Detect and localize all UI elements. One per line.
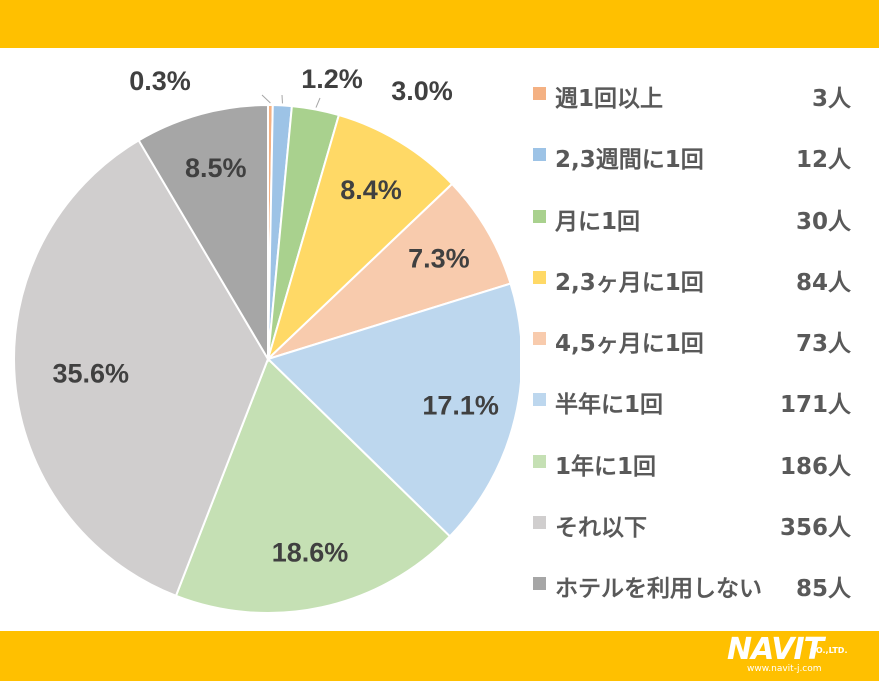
slice-percent-label: 7.3% — [408, 244, 470, 274]
legend-count: 356人 — [779, 515, 851, 542]
navit-logo: NAVIT CO.,LTD. www.navit-j.com — [727, 632, 872, 678]
legend-swatch — [533, 209, 546, 223]
legend-count: 12人 — [795, 147, 851, 174]
legend-item-4-5-months: 4,5ヶ月に1回 73人 — [533, 312, 863, 373]
bottom-banner — [0, 631, 879, 681]
leader-line — [315, 97, 321, 108]
pie-slice — [174, 357, 452, 614]
logo-url: www.navit-j.com — [747, 664, 822, 674]
slice-percent-label: 8.5% — [185, 153, 247, 183]
legend-swatch — [533, 454, 546, 468]
pie-slice — [137, 103, 269, 363]
legend-label: 半年に1回 — [555, 392, 664, 419]
legend-item-2-3-months: 2,3ヶ月に1回 84人 — [533, 251, 863, 312]
pie-slice — [266, 282, 520, 538]
top-banner — [0, 0, 879, 48]
legend-swatch — [533, 148, 546, 162]
slice-percent-label: 1.2% — [301, 64, 363, 94]
legend-swatch — [533, 516, 546, 530]
slice-percent-label: 0.3% — [129, 66, 191, 96]
slice-percent-label: 18.6% — [272, 538, 349, 568]
legend-count: 186人 — [779, 453, 851, 480]
legend-count: 85人 — [795, 576, 851, 603]
slice-percent-label: 3.0% — [391, 76, 453, 106]
legend-item-yearly: 1年に1回 186人 — [533, 435, 863, 496]
logo-company: CO.,LTD. — [810, 646, 848, 655]
legend-swatch — [533, 87, 546, 100]
legend-item-never: ホテルを利用しない 85人 — [533, 557, 863, 618]
legend-item-2-3-weeks: 2,3週間に1回 12人 — [533, 128, 863, 189]
legend-label: 4,5ヶ月に1回 — [555, 331, 704, 358]
legend: 週1回以上 3人 2,3週間に1回 12人 月に1回 30人 2,3ヶ月に1回 … — [533, 67, 863, 619]
legend-label: 週1回以上 — [555, 86, 664, 112]
slice-percent-label: 8.4% — [340, 175, 402, 205]
logo-brand: NAVIT — [727, 632, 824, 667]
legend-swatch — [533, 393, 546, 407]
legend-label: 2,3週間に1回 — [555, 147, 704, 174]
legend-item-weekly: 週1回以上 3人 — [533, 67, 863, 128]
pie-chart: 0.3% 1.2% 3.0% 8.4% 7.3% 17.1% 18.6% 35.6% 8.5% — [13, 64, 520, 614]
slice-percent-label: 35.6% — [53, 359, 130, 389]
leader-line — [261, 94, 271, 104]
legend-label: ホテルを利用しない — [555, 576, 762, 603]
legend-label: 2,3ヶ月に1回 — [555, 269, 704, 296]
legend-item-less: それ以下 356人 — [533, 496, 863, 557]
legend-count: 73人 — [795, 331, 851, 358]
legend-count: 84人 — [795, 269, 851, 296]
legend-swatch — [533, 332, 546, 346]
legend-count: 3人 — [811, 86, 851, 112]
pie-slice — [266, 113, 454, 363]
legend-item-half-year: 半年に1回 171人 — [533, 373, 863, 434]
legend-swatch — [533, 270, 546, 284]
slice-percent-label: 17.1% — [422, 390, 499, 420]
legend-label: 1年に1回 — [555, 453, 657, 480]
legend-label: それ以下 — [555, 515, 647, 542]
legend-label: 月に1回 — [555, 208, 641, 235]
legend-count: 171人 — [779, 392, 851, 419]
legend-count: 30人 — [795, 208, 851, 235]
pie-slice — [13, 139, 270, 598]
legend-swatch — [533, 577, 546, 591]
pie-slice — [267, 182, 512, 360]
legend-item-monthly: 月に1回 30人 — [533, 190, 863, 251]
